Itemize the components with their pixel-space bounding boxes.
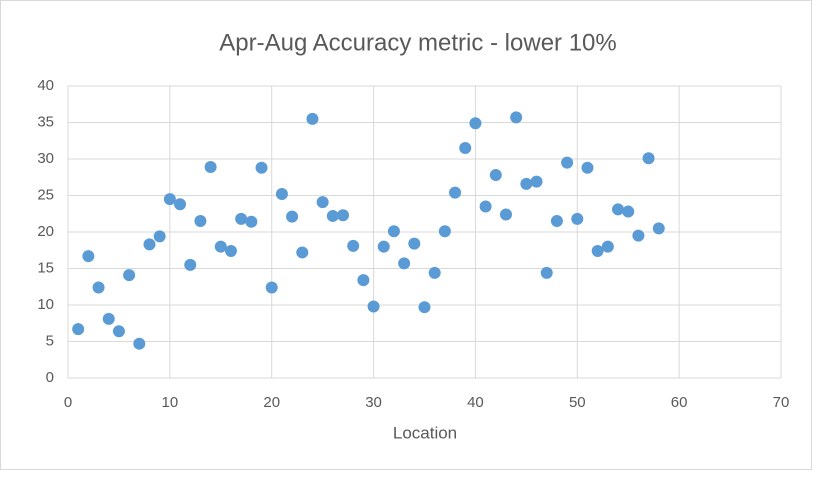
x-tick-label: 70 xyxy=(773,394,790,411)
point xyxy=(82,250,95,263)
point xyxy=(479,200,492,213)
x-tick-label: 0 xyxy=(64,394,72,411)
point xyxy=(235,212,248,225)
point xyxy=(418,301,431,314)
point xyxy=(550,215,563,228)
point xyxy=(163,193,176,206)
point xyxy=(102,312,115,325)
point xyxy=(357,274,370,287)
point xyxy=(112,325,125,338)
point xyxy=(367,300,380,313)
y-tick-label: 20 xyxy=(37,223,54,240)
point xyxy=(123,269,136,282)
chart-title: Apr-Aug Accuracy metric - lower 10% xyxy=(219,29,616,56)
point xyxy=(449,186,462,199)
point xyxy=(245,215,258,228)
point xyxy=(601,240,614,253)
point xyxy=(469,117,482,130)
point xyxy=(612,203,625,216)
point xyxy=(540,266,553,279)
point xyxy=(489,169,502,182)
point xyxy=(296,246,309,259)
point xyxy=(92,281,105,294)
point xyxy=(316,196,329,209)
point xyxy=(204,161,217,174)
point xyxy=(642,152,655,165)
point xyxy=(428,266,441,279)
y-tick-label: 25 xyxy=(37,186,54,203)
y-tick-label: 40 xyxy=(37,77,54,94)
point xyxy=(652,222,665,235)
point xyxy=(438,225,451,238)
point xyxy=(459,142,472,155)
y-tick-label: 10 xyxy=(37,296,54,313)
point xyxy=(377,240,390,253)
point xyxy=(347,239,360,252)
point xyxy=(337,209,350,222)
x-axis-label: Location xyxy=(393,423,457,442)
point xyxy=(581,161,594,174)
point xyxy=(194,215,207,228)
x-tick-label: 60 xyxy=(671,394,688,411)
point xyxy=(499,208,512,221)
y-tick-label: 30 xyxy=(37,150,54,167)
point xyxy=(224,244,237,257)
point xyxy=(520,177,533,190)
point xyxy=(214,240,227,253)
point xyxy=(133,337,146,350)
y-tick-label: 0 xyxy=(46,369,54,386)
y-tick-label: 35 xyxy=(37,113,54,130)
y-tick-label: 5 xyxy=(46,332,54,349)
point xyxy=(143,238,156,251)
point xyxy=(571,212,584,225)
point xyxy=(153,230,166,243)
x-tick-label: 20 xyxy=(263,394,280,411)
point xyxy=(306,112,319,125)
point xyxy=(530,175,543,188)
point xyxy=(387,225,400,238)
point xyxy=(72,323,85,336)
x-tick-label: 30 xyxy=(365,394,382,411)
point xyxy=(174,198,187,211)
point xyxy=(398,257,411,270)
point xyxy=(286,210,299,223)
point xyxy=(591,244,604,257)
point xyxy=(632,229,645,242)
point xyxy=(184,258,197,271)
point xyxy=(510,111,523,124)
point xyxy=(408,237,421,250)
point xyxy=(275,188,288,201)
point xyxy=(265,281,278,294)
x-tick-label: 40 xyxy=(467,394,484,411)
y-tick-label: 15 xyxy=(37,259,54,276)
point xyxy=(561,156,574,169)
x-tick-label: 50 xyxy=(569,394,586,411)
point xyxy=(255,161,268,174)
x-tick-label: 10 xyxy=(162,394,179,411)
point xyxy=(326,209,339,222)
chart-border xyxy=(0,0,812,470)
point xyxy=(622,205,635,218)
